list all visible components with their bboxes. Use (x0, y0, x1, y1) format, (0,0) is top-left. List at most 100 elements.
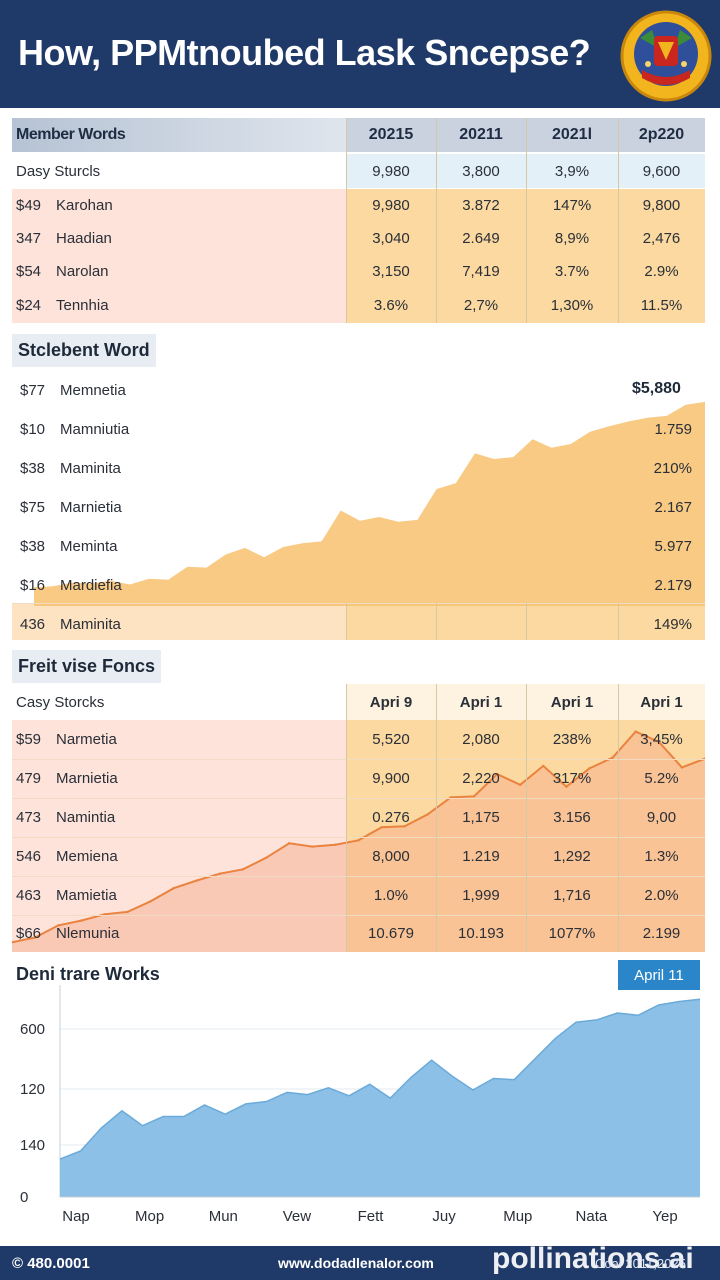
data-point (241, 868, 245, 871)
data-point (33, 936, 37, 939)
cell-value: 3,150 (372, 263, 410, 280)
cell-value: 0.276 (372, 809, 410, 826)
freit-table: Casy Storcks Apri 9 Apri 1 Apri 1 Apri 1… (12, 684, 705, 952)
deni-area-chart: 600 120 140 0 Nap Mop Mun Vew Fett Juy Mup Nata Yep (20, 985, 701, 1225)
row-label-text: Marnietia (60, 498, 122, 516)
cell-value: 3,800 (462, 162, 500, 180)
date-badge[interactable]: April 11 (618, 960, 700, 990)
data-point (472, 795, 476, 798)
cell-value: 8,9% (554, 230, 590, 247)
chart-row-value: 2.179 (654, 576, 692, 594)
cell-value: 9,800 (642, 197, 681, 214)
data-point (12, 941, 14, 944)
table-row: Dasy Sturcls 9,980 3,800 3,9% 9,600 (12, 154, 705, 188)
cell-value: 10.679 (368, 925, 414, 942)
cell-value: 1,30% (550, 297, 594, 314)
x-tick-label: Nata (576, 1208, 608, 1225)
row-prefix: $16 (20, 576, 46, 594)
x-tick-label: Juy (432, 1208, 456, 1225)
data-point (403, 825, 406, 828)
cell-value: 2,080 (462, 731, 500, 748)
cell-value: 1.219 (462, 848, 500, 865)
table-header-row: Member Words 20215 20211 2021l 2p220 (12, 118, 705, 152)
data-point (542, 764, 545, 768)
data-point (680, 766, 684, 769)
row-label-text: Memnetia (60, 381, 126, 399)
data-point (634, 730, 637, 733)
gridline (12, 798, 705, 799)
cell-value: 1,999 (462, 887, 500, 904)
data-point (519, 783, 522, 786)
page-title: How, PPMtnoubed Lask Sncepse? (18, 32, 591, 73)
data-point (126, 910, 129, 914)
chart-top-value: $5,880 (632, 380, 681, 397)
cell-value: 2.649 (462, 230, 500, 247)
watermark: pollinations.ai (492, 1242, 694, 1275)
cell-value: 2.9% (644, 263, 679, 280)
cell-value: 3.6% (373, 297, 409, 314)
table-row: $66 Nlemunia 10.679 10.193 1077% 2.199 (12, 915, 705, 952)
chart-row-label: $77 Memnetia (20, 380, 126, 400)
column-divider (346, 603, 347, 640)
table-row: 473 Namintia 0.276 1,175 3.156 9,00 (12, 798, 705, 837)
row-label: 479 Marnietia (12, 759, 346, 798)
row-label: $24 Tennhia (12, 288, 346, 323)
row-label-text: Tennhia (56, 297, 109, 314)
chart-row-value: 149% (653, 615, 692, 633)
data-point (334, 843, 337, 846)
footer-website-link[interactable]: www.dodadlenalor.com (278, 1255, 434, 1271)
area-series (34, 401, 705, 606)
cell-value: 3,45% (640, 731, 683, 748)
column-divider (346, 684, 347, 952)
cell-value: 3,040 (372, 230, 410, 247)
cell-value: 238% (552, 731, 592, 748)
x-tick-label: Yep (652, 1208, 677, 1225)
line-series (59, 998, 701, 1160)
data-point (311, 845, 314, 848)
cell-value: 5.2% (644, 770, 679, 787)
data-point (426, 813, 429, 816)
col-header: 20211 (459, 126, 503, 143)
chart-row-value: 1.759 (654, 420, 692, 438)
gridline (12, 876, 705, 877)
data-point (288, 842, 291, 845)
table-row: 479 Marnietia 9,900 2,220 317% 5.2% (12, 759, 705, 798)
row-prefix: 463 (16, 887, 42, 904)
table-row: $49 Karohan 9,980 3.872 147% 9,800 (12, 189, 705, 222)
cell-value: 1,175 (462, 809, 500, 826)
area-series (60, 999, 700, 1197)
col-header: Apri 1 (550, 693, 594, 711)
area-fill (12, 731, 705, 952)
cell-value: 7,419 (462, 263, 500, 280)
data-point (218, 872, 222, 875)
data-point (149, 900, 152, 903)
row-label-text: Mamietia (56, 887, 117, 904)
row-label-text: Meminta (60, 537, 118, 555)
data-point (172, 887, 175, 890)
col-header: Apri 1 (459, 693, 503, 711)
data-point (57, 924, 60, 927)
chart-row-value: 5.977 (654, 537, 692, 555)
chart-row-value: 210% (653, 459, 692, 477)
cell-value: 3,9% (554, 162, 590, 180)
row-prefix: $54 (16, 263, 42, 280)
stclebent-area-chart (33, 401, 705, 606)
table-row: 546 Memiena 8,000 1.219 1,292 1.3% (12, 837, 705, 876)
cell-value: 3.872 (462, 197, 500, 214)
column-divider (436, 684, 437, 952)
y-tick-label: 0 (20, 1189, 28, 1206)
row-label-text: Maminita (60, 459, 121, 477)
rows-bg-left (12, 189, 346, 323)
page-header: How, PPMtnoubed Lask Sncepse? (0, 0, 720, 108)
col-header: Apri 1 (640, 693, 683, 711)
cell-value: 5,520 (372, 731, 410, 748)
table-header-label-bg (12, 118, 346, 152)
table-row: $54 Narolan 3,150 7,419 3.7% 2.9% (12, 255, 705, 288)
row-label: $66 Nlemunia (12, 915, 346, 952)
x-tick-label: Mun (209, 1208, 238, 1225)
row-prefix: $24 (16, 297, 42, 314)
gridline (12, 837, 705, 838)
row-label-text: Nlemunia (56, 925, 120, 942)
row-prefix: 546 (16, 848, 42, 865)
row-label-text: Memiena (56, 848, 118, 865)
